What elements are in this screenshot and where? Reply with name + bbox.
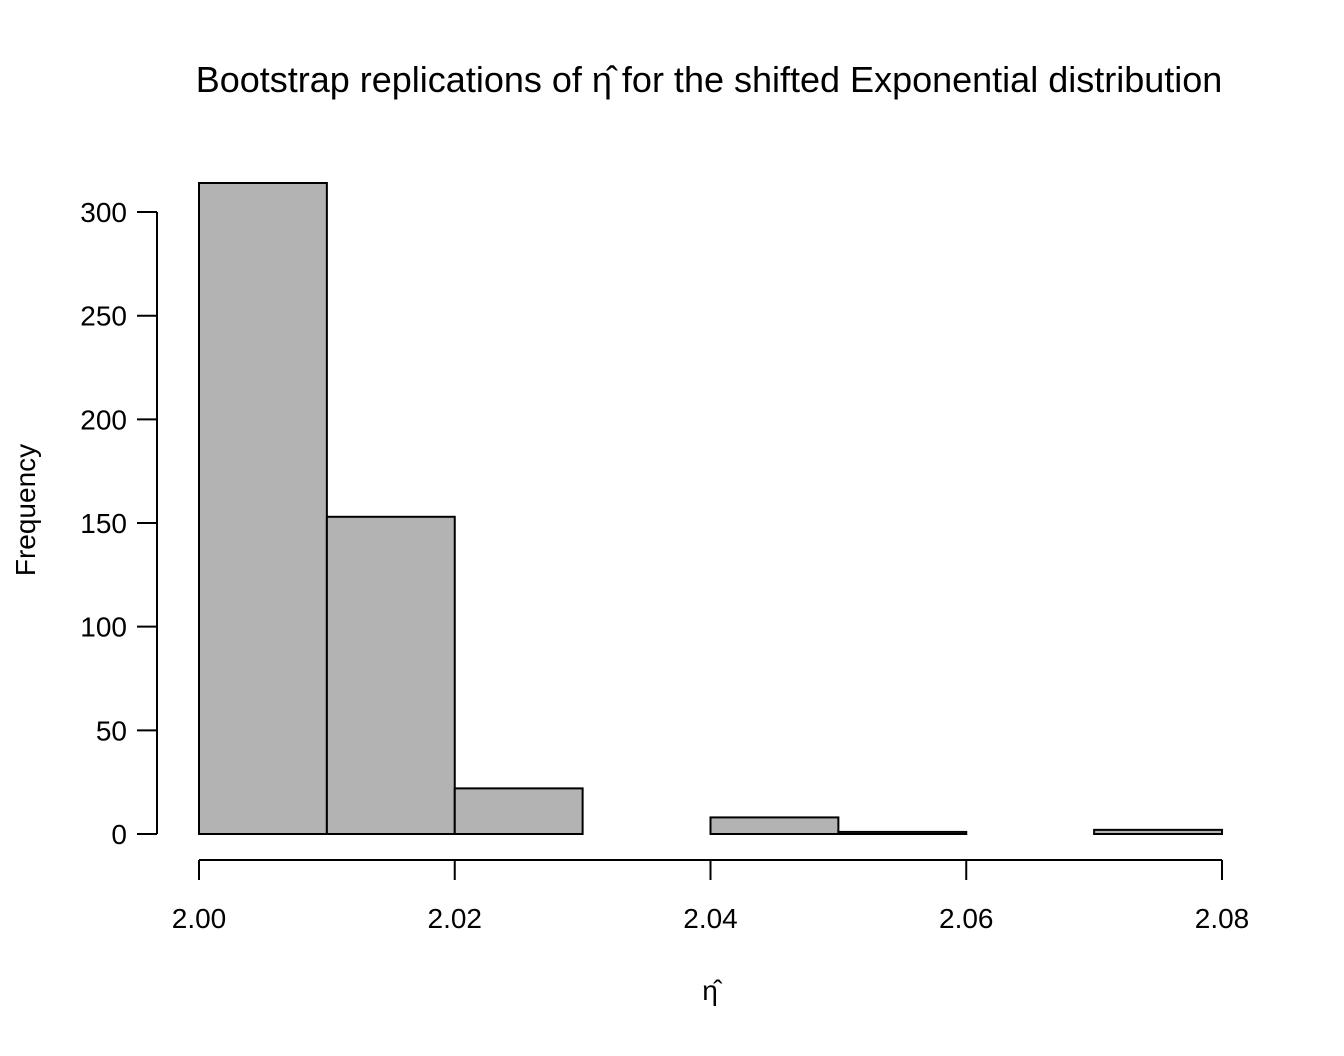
x-tick-label: 2.04 [683, 903, 738, 934]
histogram-bar [709, 816, 840, 835]
histogram-bar [1093, 828, 1223, 836]
y-tick-label: 0 [111, 819, 127, 850]
histogram-bar [198, 182, 328, 835]
x-axis-title: η̂ [702, 975, 723, 1006]
histogram-bar [453, 787, 584, 836]
y-tick-label: 200 [80, 404, 127, 435]
y-tick-label: 100 [80, 612, 127, 643]
y-axis: 0 50 100 150 200 250 300 [80, 197, 158, 850]
y-tick-label: 250 [80, 301, 127, 332]
x-tick-label: 2.06 [939, 903, 994, 934]
x-tick-label: 2.02 [428, 903, 483, 934]
x-tick-label: 2.08 [1195, 903, 1250, 934]
chart-title: Bootstrap replications of η̂ for the shi… [196, 59, 1223, 100]
y-tick-label: 150 [80, 508, 127, 539]
y-tick-label: 50 [96, 715, 127, 746]
x-axis: 2.00 2.02 2.04 2.06 2.08 [172, 859, 1250, 934]
y-axis-title: Frequency [10, 444, 41, 576]
histogram-bar [325, 515, 456, 835]
histogram-bar [837, 830, 968, 836]
x-tick-label: 2.00 [172, 903, 227, 934]
y-tick-label: 300 [80, 197, 127, 228]
bars-group [198, 182, 1223, 836]
